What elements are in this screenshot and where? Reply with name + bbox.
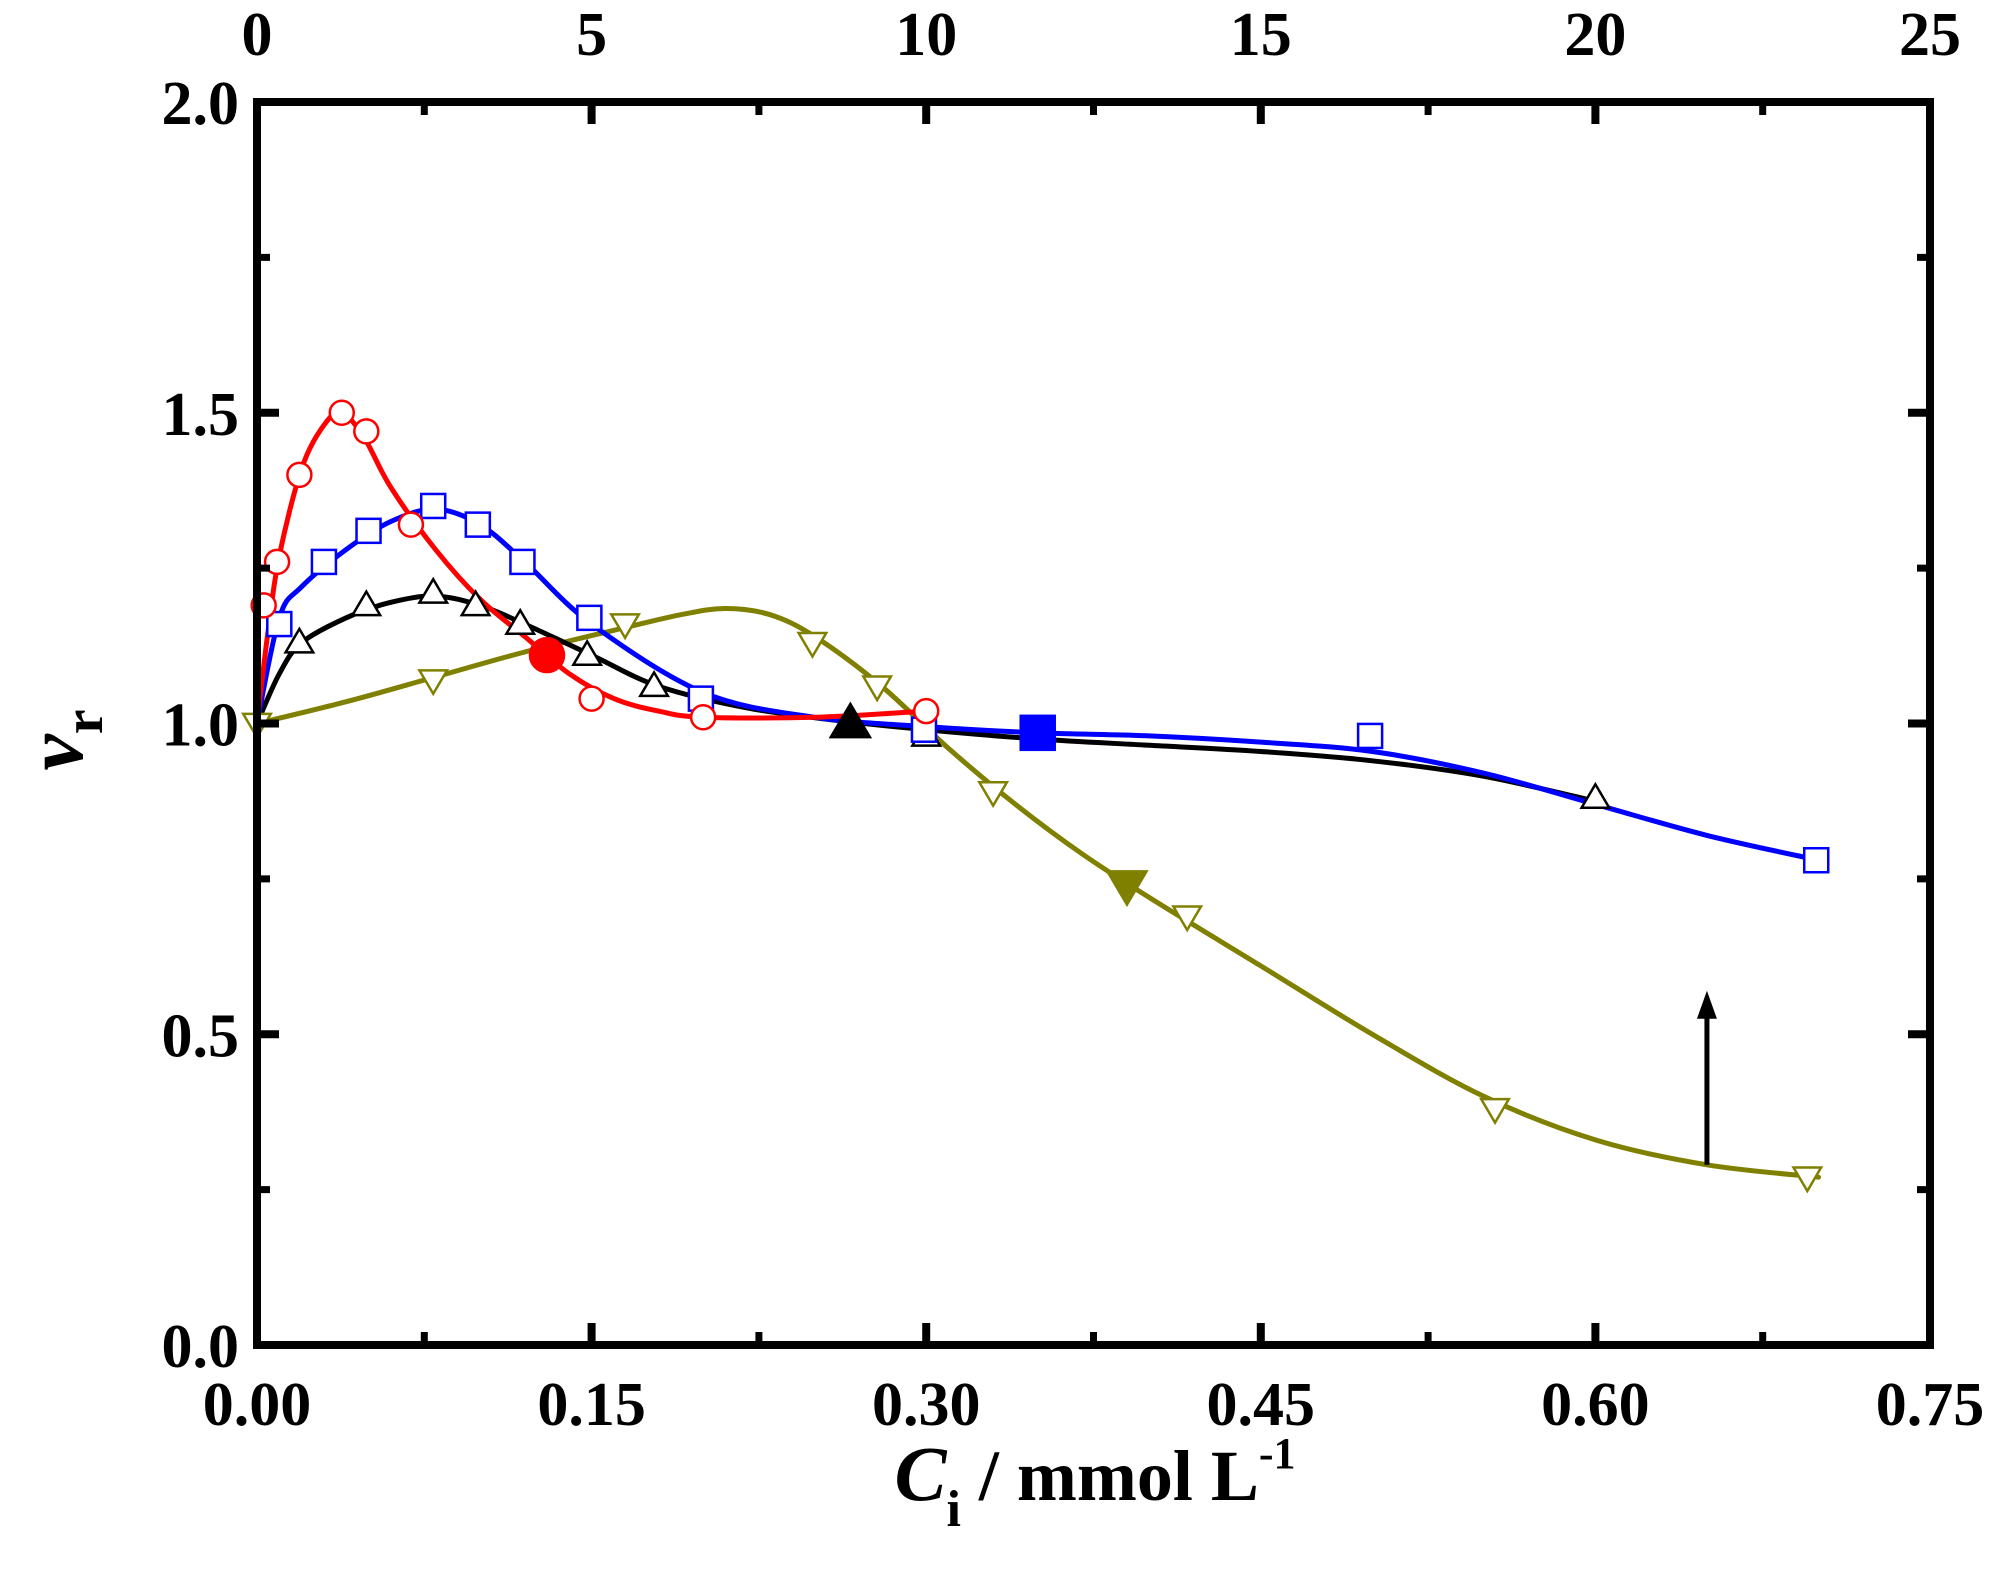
red-circles-point: [912, 697, 940, 725]
x-axis-title: Ci / mmol L-1: [894, 1429, 1295, 1538]
y-tick-label: 2.0: [162, 70, 240, 138]
red-circles-point: [353, 418, 380, 445]
black-triangles-point: [350, 589, 383, 617]
y-tick-label: 0.5: [162, 1002, 240, 1070]
top-tick-label: 25: [1899, 1, 1961, 69]
x-axis-superscript: -1: [1259, 1429, 1296, 1478]
y-tick-label: 0.0: [162, 1313, 240, 1381]
y-tick-label: 1.5: [162, 381, 240, 449]
blue-squares-point: [310, 548, 338, 576]
black-triangles-point: [283, 626, 316, 654]
blue-squares-point: [1356, 722, 1384, 750]
olive-down-triangles-point: [1791, 1166, 1824, 1194]
blue-squares-point: [355, 517, 382, 545]
black-triangles-point: [571, 638, 604, 667]
x-axis-subscript: i: [946, 1481, 960, 1538]
x-tick-label: 0.45: [1207, 1371, 1316, 1439]
tick-labels: 0.00 0.15 0.30 0.45 0.60 0.75 0.0 0.5 1.0 1.5 2.00…: [162, 1, 1985, 1439]
plot-frame: [253, 98, 1934, 1349]
blue-squares-point: [419, 492, 447, 520]
black-triangles-point: [1579, 781, 1612, 809]
olive-down-triangles-point: [861, 675, 894, 703]
olive-down-triangles-point: [977, 780, 1010, 809]
black-triangles-point: [638, 669, 671, 698]
olive-down-triangles-point: [609, 613, 642, 641]
red-circles-highlight-point: [528, 636, 566, 674]
x-tick-label: 0.60: [1541, 1371, 1650, 1439]
x-tick-label: 0.30: [872, 1371, 981, 1439]
blue-squares-highlight-point: [1019, 714, 1056, 752]
red-circles-point: [689, 704, 717, 731]
red-circles-point: [578, 685, 605, 712]
y-axis-title: vr: [9, 709, 115, 770]
olive-down-triangles-point: [1171, 905, 1204, 933]
top-tick-label: 10: [895, 1, 957, 69]
blue-squares-point: [1802, 846, 1830, 874]
black-triangles-highlight-point: [828, 701, 873, 739]
y-tick-label: 1.0: [162, 692, 240, 760]
x-tick-label: 0.00: [203, 1371, 312, 1439]
olive-down-triangles-point: [1479, 1097, 1512, 1126]
olive-down-triangles-point: [417, 669, 450, 697]
annotation-arrow: [1696, 990, 1717, 1165]
top-tick-label: 0: [242, 1, 273, 69]
x-tick-label: 0.15: [537, 1371, 646, 1439]
olive-down-triangles-point: [796, 631, 829, 659]
black-triangles-point: [417, 576, 450, 604]
black-triangles-point: [504, 607, 537, 635]
x-axis-unit: / mmol L: [961, 1436, 1259, 1516]
red-circles-point: [328, 399, 356, 426]
black-triangles-point: [459, 589, 492, 617]
top-tick-label: 15: [1230, 1, 1292, 69]
red-circles-point: [397, 511, 425, 538]
red-circles-point: [286, 461, 313, 489]
y-axis-subscript: r: [53, 709, 115, 734]
x-axis-symbol: C: [894, 1430, 947, 1517]
blue-squares-point: [576, 604, 603, 632]
red-circles-line: [254, 409, 929, 726]
top-tick-label: 5: [576, 1, 607, 69]
olive-down-triangles-highlight-point: [1105, 870, 1149, 908]
blue-squares-point: [509, 548, 536, 576]
x-tick-label: 0.75: [1876, 1371, 1985, 1439]
red-circles-point: [263, 548, 291, 576]
blue-squares-point: [464, 511, 492, 538]
y-axis-symbol: v: [9, 733, 100, 771]
series-curves: [254, 409, 1821, 1180]
top-tick-label: 20: [1564, 1, 1626, 69]
arrow-head: [1696, 990, 1717, 1019]
olive-down-triangles-line: [254, 606, 1821, 1180]
series-markers: [241, 399, 1830, 1194]
